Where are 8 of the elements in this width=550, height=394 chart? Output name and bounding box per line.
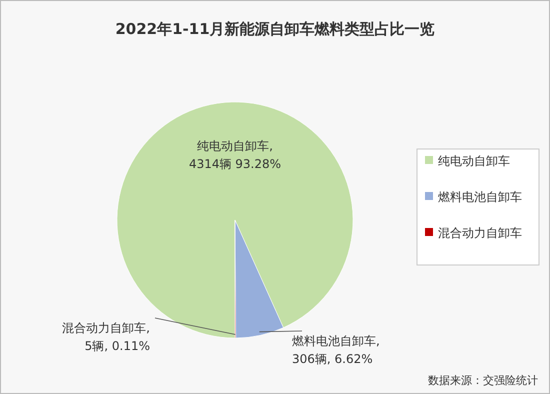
data-label: 混合动力自卸车, 5辆, 0.11% [62, 321, 150, 353]
chart-title: 2022年1-11月新能源自卸车燃料类型占比一览 [115, 20, 435, 38]
data-label: 纯电动自卸车, 4314辆 93.28% [188, 139, 282, 171]
legend-label: 纯电动自卸车 [438, 154, 510, 168]
data-label: 燃料电池自卸车, 306辆, 6.62% [292, 334, 380, 366]
legend-label: 混合动力自卸车 [438, 226, 522, 240]
source-note: 数据来源：交强险统计 [428, 374, 538, 387]
legend-label: 燃料电池自卸车 [438, 190, 522, 204]
